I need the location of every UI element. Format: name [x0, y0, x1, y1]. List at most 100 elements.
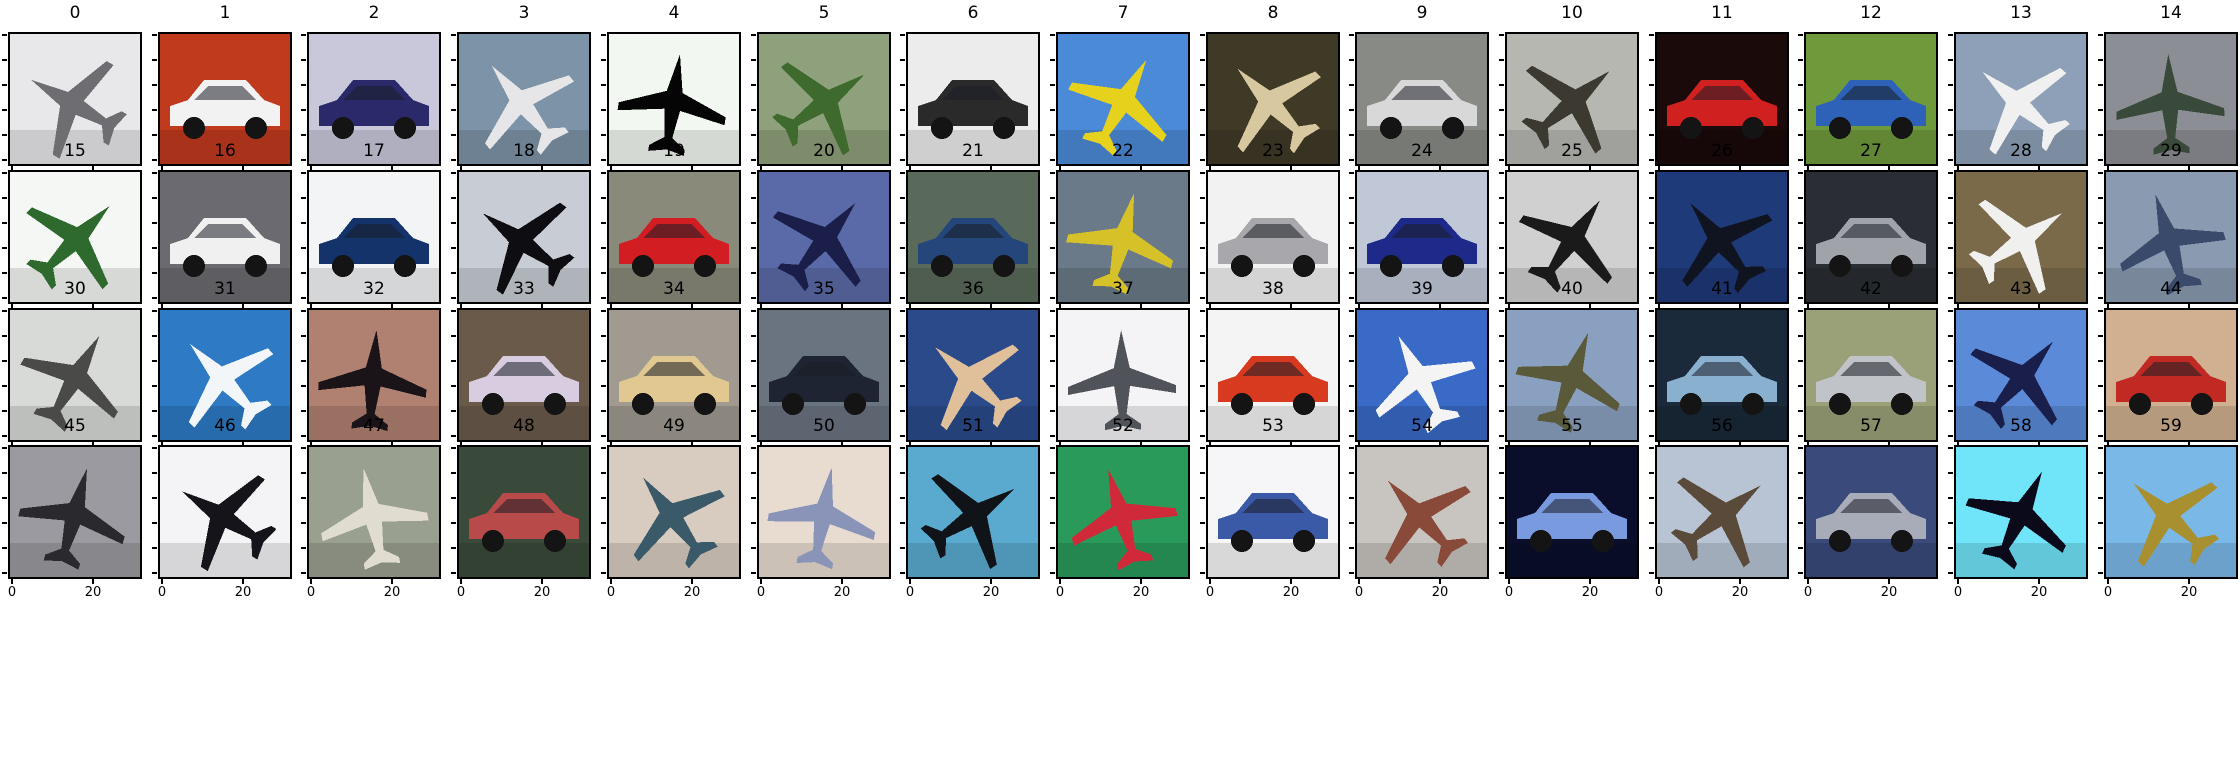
y-axis-tick: [900, 435, 905, 437]
car-window: [1391, 86, 1453, 100]
x-axis-tick: [2188, 579, 2190, 584]
y-axis-tick: [1200, 34, 1205, 36]
y-axis-tick: [2, 84, 7, 86]
y-axis-tick: [451, 385, 456, 387]
thumbnail-frame: [1954, 445, 2088, 579]
x-axis-tick: [1059, 442, 1061, 447]
airplane-shape: [772, 203, 861, 292]
thumbnail-frame: [1206, 308, 1340, 442]
panel-title: 29: [2160, 141, 2182, 161]
panel-title: 24: [1411, 141, 1433, 161]
x-axis-tick: [161, 579, 163, 584]
airplane-shape: [1515, 332, 1620, 433]
x-axis-tick: [1807, 442, 1809, 447]
x-tick-label: 0: [1354, 585, 1364, 600]
airplane-shape: [1066, 193, 1173, 295]
car-thumbnail: [1208, 310, 1338, 440]
x-axis-tick: [242, 579, 244, 584]
thumbnail-frame: [1655, 308, 1789, 442]
y-axis-tick: [451, 335, 456, 337]
y-axis-tick: [1798, 385, 1803, 387]
y-axis-tick: [301, 84, 306, 86]
y-axis-tick: [2, 34, 7, 36]
y-axis-tick: [601, 222, 606, 224]
car-shape: [170, 218, 280, 264]
thumbnail-ground: [1208, 130, 1338, 164]
y-axis-tick: [1649, 522, 1654, 524]
car-thumbnail: [1208, 172, 1338, 302]
y-axis-tick: [152, 84, 157, 86]
y-axis-tick: [900, 572, 905, 574]
y-axis-tick: [1200, 572, 1205, 574]
y-axis-tick: [451, 435, 456, 437]
thumbnail-frame: [906, 170, 1040, 304]
thumbnail-ground: [1806, 406, 1936, 440]
car-wheel: [1891, 255, 1913, 277]
panel-title: 52: [1112, 416, 1134, 436]
y-axis-tick: [2, 360, 7, 362]
car-window: [1242, 362, 1304, 376]
y-axis-tick: [900, 547, 905, 549]
y-axis-tick: [900, 134, 905, 136]
y-axis-tick: [1649, 84, 1654, 86]
y-axis-tick: [1200, 472, 1205, 474]
thumbnail-frame: [1505, 308, 1639, 442]
y-axis-tick: [1499, 222, 1504, 224]
x-tick-label: 0: [7, 585, 17, 600]
y-axis-tick: [301, 572, 306, 574]
y-axis-tick: [1200, 435, 1205, 437]
y-axis-tick: [2098, 410, 2103, 412]
x-tick-label: 0: [1504, 585, 1514, 600]
car-window: [793, 362, 855, 376]
y-axis-tick: [301, 385, 306, 387]
airplane-shape: [1068, 59, 1167, 156]
x-axis-tick: [1739, 166, 1741, 171]
y-axis-tick: [1948, 134, 1953, 136]
thumbnail-ground: [759, 268, 889, 302]
airplane-shape: [188, 344, 274, 430]
x-axis-tick: [310, 304, 312, 309]
airplane-thumbnail: [1058, 447, 1188, 577]
y-axis-tick: [2098, 222, 2103, 224]
y-axis-tick: [601, 572, 606, 574]
panel-title: 2: [368, 3, 380, 23]
thumbnail-frame: [2104, 308, 2238, 442]
y-axis-tick: [1200, 447, 1205, 449]
y-axis-tick: [2098, 385, 2103, 387]
x-axis-tick: [990, 304, 992, 309]
panel-title: 8: [1267, 3, 1279, 23]
panel-title: 42: [1860, 279, 1882, 299]
x-tick-label: 0: [1803, 585, 1813, 600]
thumbnail-frame: [1804, 308, 1938, 442]
thumbnail-ground: [1657, 130, 1787, 164]
x-axis-tick: [1059, 579, 1061, 584]
car-wheel: [1829, 255, 1851, 277]
y-axis-tick: [751, 222, 756, 224]
y-axis-tick: [301, 335, 306, 337]
y-axis-tick: [152, 134, 157, 136]
panel-title: 20: [813, 141, 835, 161]
x-axis-tick: [1290, 304, 1292, 309]
thumbnail-ground: [759, 406, 889, 440]
y-axis-tick: [2098, 497, 2103, 499]
car-wheel: [844, 393, 866, 415]
y-axis-tick: [301, 34, 306, 36]
x-axis-tick: [1807, 166, 1809, 171]
x-axis-tick: [242, 166, 244, 171]
y-axis-tick: [1050, 410, 1055, 412]
airplane-shape: [26, 205, 110, 290]
car-window: [942, 224, 1004, 238]
y-axis-tick: [2, 335, 7, 337]
thumbnail-ground: [1357, 543, 1487, 577]
panel-title: 38: [1262, 279, 1284, 299]
car-wheel: [1742, 117, 1764, 139]
y-axis-tick: [451, 159, 456, 161]
thumbnail-ground: [609, 268, 739, 302]
y-axis-tick: [1499, 272, 1504, 274]
thumbnail-frame: [906, 308, 1040, 442]
car-window: [1840, 224, 1902, 238]
airplane-thumbnail: [10, 310, 140, 440]
x-axis-tick: [990, 579, 992, 584]
y-axis-tick: [1200, 410, 1205, 412]
y-axis-tick: [152, 159, 157, 161]
